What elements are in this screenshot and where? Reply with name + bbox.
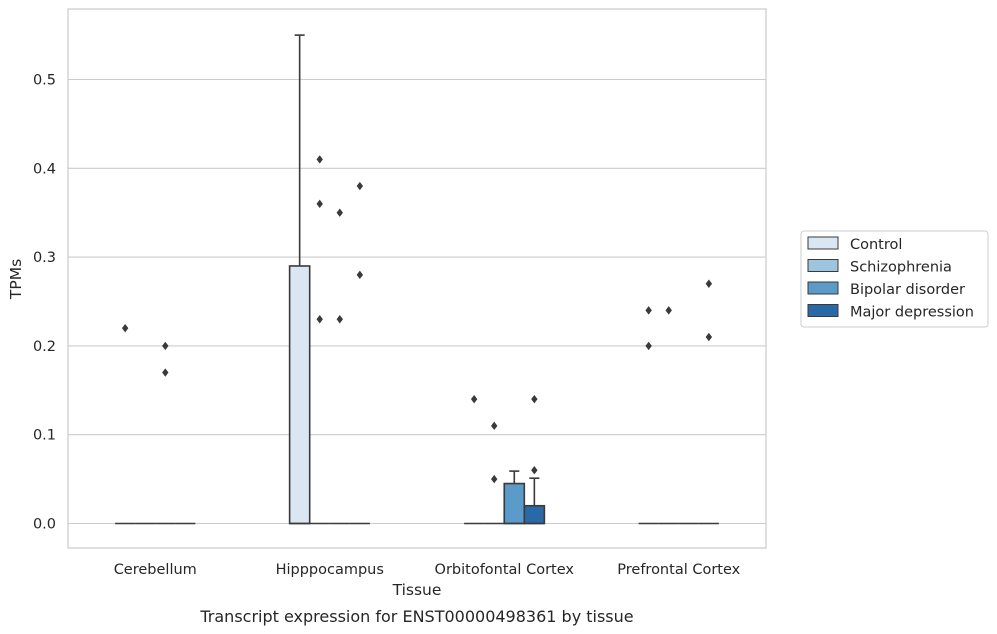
legend-swatch: [807, 236, 839, 250]
y-tick-label: 0.3: [33, 250, 56, 266]
legend-label: Control: [850, 237, 902, 253]
box-marks: [115, 34, 719, 525]
outlier-point: [162, 368, 169, 377]
x-tick-label: Prefrontal Cortex: [617, 562, 740, 578]
box-group: [698, 279, 719, 525]
outlier-point: [336, 315, 343, 324]
legend-label: Bipolar disorder: [850, 282, 965, 298]
legend-swatch: [807, 281, 839, 295]
legend-items: Control Schizophrenia Bipolar disorder Majo…: [807, 236, 974, 321]
outlier-point: [645, 306, 652, 315]
box-group: [464, 394, 485, 525]
y-axis-label: TPMs: [7, 259, 25, 300]
outlier-point: [336, 208, 343, 217]
y-tick-labels: 0.0 0.1 0.2 0.3 0.4 0.5: [33, 73, 56, 533]
outlier-point: [531, 466, 538, 475]
outlier-point: [470, 394, 478, 404]
legend-swatch: [807, 259, 839, 272]
outlier-point: [316, 315, 323, 324]
box-group: [638, 306, 659, 525]
box-body: [503, 482, 526, 525]
outlier-point: [665, 306, 672, 315]
box-body: [523, 504, 546, 525]
plot-area-frame: [67, 8, 767, 549]
y-tick-label: 0.1: [33, 428, 56, 444]
outlier-point: [705, 279, 713, 288]
x-tick-label: Orbitofontal Cortex: [435, 562, 575, 578]
y-tick-label: 0.4: [33, 161, 56, 177]
y-tick-label: 0.2: [33, 339, 56, 355]
gridlines: [68, 78, 766, 525]
box-group: [155, 341, 176, 525]
legend-label: Major depression: [850, 305, 974, 321]
box-group: [658, 306, 679, 525]
chart-caption: Transcript expression for ENST0000049836…: [199, 607, 633, 626]
y-tick-label: 0.0: [33, 517, 56, 533]
legend-frame: [800, 230, 989, 328]
legend: Control Schizophrenia Bipolar disorder Majo…: [800, 230, 989, 328]
outlier-point: [162, 341, 169, 351]
box-group: [523, 394, 546, 525]
x-tick-labels: Cerebellum Hipppocampus Orbitofontal Corte…: [114, 562, 741, 578]
box-body: [288, 265, 311, 525]
x-tick-label: Hipppocampus: [276, 562, 384, 578]
x-axis-label: Tissue: [392, 581, 442, 599]
outlier-point: [645, 341, 652, 351]
y-tick-label: 0.5: [33, 73, 56, 89]
box-group: [503, 470, 526, 525]
box-group: [349, 181, 370, 525]
outlier-point: [705, 332, 713, 342]
x-tick-label: Cerebellum: [114, 562, 197, 578]
outlier-point: [356, 181, 364, 191]
legend-swatch: [807, 304, 839, 317]
box-group: [309, 155, 330, 525]
outlier-point: [316, 155, 323, 164]
box-group: [115, 323, 136, 525]
outlier-point: [356, 270, 364, 280]
outlier-point: [316, 199, 323, 209]
outlier-point: [121, 323, 129, 333]
outlier-point: [531, 394, 538, 404]
box-group: [329, 208, 350, 525]
box-group: [288, 34, 311, 525]
outlier-point: [491, 474, 498, 484]
box-group: [484, 421, 505, 525]
outlier-point: [491, 421, 498, 431]
legend-label: Schizophrenia: [850, 260, 952, 276]
